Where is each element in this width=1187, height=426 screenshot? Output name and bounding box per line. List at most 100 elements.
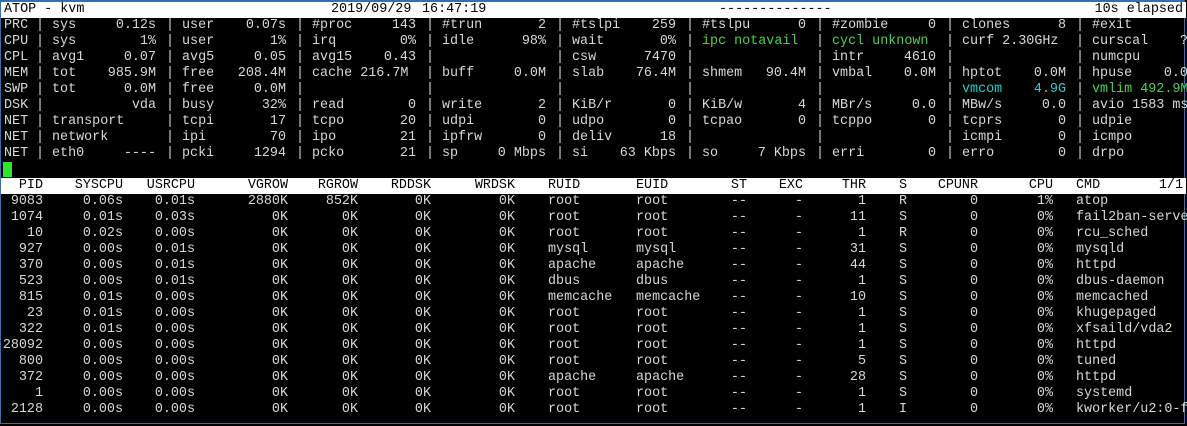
row-label: CPU (4, 34, 29, 49)
cell-rgrow: 0K (341, 306, 358, 321)
cell-pid: 2128 (10, 402, 43, 417)
stat-value: 20 (399, 114, 416, 129)
stat-value: 0.05 (253, 50, 286, 65)
cell-exc: - (794, 274, 803, 289)
stat-value: 4.9G (1033, 82, 1066, 97)
process-row[interactable]: 2128 0.00s 0.00s 0K 0K 0K 0K root root -- -1 I 0 0% kw… (1, 402, 1187, 418)
stat-value: ---- (123, 146, 156, 161)
cell-cpu: 0% (1036, 386, 1053, 401)
stat-cell: | irq 0% (296, 34, 426, 50)
stat-cell: | ipi 70 (166, 130, 296, 146)
stat-cell: | udpo 0 (556, 114, 686, 130)
stat-value: 0% (659, 34, 676, 49)
column-header-exc: EXC (778, 178, 803, 193)
process-row[interactable]: 927 0.00s 0.01s 0K 0K 0K 0K mysql mysql -- -31 S 0 0%… (1, 242, 1186, 258)
cell-wrdsk: 0K (498, 338, 515, 353)
column-header-cpu: CPU (1028, 178, 1053, 193)
process-row[interactable]: 800 0.00s 0.00s 0K 0K 0K 0K root root -- -5 S 0 0% tun… (1, 354, 1186, 370)
stat-name: write (442, 98, 483, 113)
stat-cell: | erri 0 (816, 146, 946, 162)
stat-value: 0 (537, 130, 546, 145)
stat-cell: | (426, 82, 556, 98)
stat-name: curf 2.30GHz (962, 34, 1059, 49)
process-row[interactable]: 523 0.00s 0.01s 0K 0K 0K 0K dbus dbus -- -1 S 0 0% dbu… (1, 274, 1186, 290)
stat-cell: | (816, 82, 946, 98)
cell-s: R (899, 226, 908, 241)
stat-value: 0.0M (123, 82, 156, 97)
cell-rgrow: 852K (325, 194, 358, 209)
stat-name: KiB/r (572, 98, 613, 113)
stat-cell: | write 2 (426, 98, 556, 114)
separator: | (166, 18, 175, 33)
cell-s: S (899, 274, 908, 289)
process-row[interactable]: 28092 0.00s 0.00s 0K 0K 0K 0K root root -- -1 S 0 0% h… (1, 338, 1186, 354)
process-row[interactable]: 1 0.00s 0.00s 0K 0K 0K 0K root root -- -1 S 0 0% syste… (1, 386, 1186, 402)
stat-name: #zombie (832, 18, 889, 33)
separator: | (686, 34, 695, 49)
cell-wrdsk: 0K (498, 354, 515, 369)
process-row[interactable]: 370 0.00s 0.01s 0K 0K 0K 0K apache apache -- -44 S 0… (1, 258, 1186, 274)
stat-name: vmlim 492.9M (1092, 82, 1187, 97)
stat-cell: | cache 216.7M (296, 66, 426, 82)
stat-name: numcpu (1092, 50, 1141, 65)
cell-cpu: 0% (1036, 274, 1053, 289)
cell-vgrow: 0K (271, 322, 288, 337)
stat-cell: | (686, 82, 816, 98)
stat-value: 0.0 (911, 98, 936, 113)
stat-name: tcprs (962, 114, 1003, 129)
stat-name: tot (52, 66, 77, 81)
process-row[interactable]: 9083 0.06s 0.01s 2880K 852K 0K 0K root root -- -1 R… (1, 194, 1186, 210)
cell-exc: - (794, 386, 803, 401)
stat-cell: | ipfrw 0 (426, 130, 556, 146)
cell-syscpu: 0.02s (82, 226, 123, 241)
separator: | (166, 34, 175, 49)
separator: | (946, 66, 955, 81)
stat-name: sp (442, 146, 459, 161)
separator: | (296, 146, 305, 161)
system-row-mem: MEM | tot 985.9M | free 208.4M | cache 216.7M | bu… (4, 66, 1187, 82)
process-row[interactable]: 1074 0.01s 0.03s 0K 0K 0K 0K root root -- -11 S 0 0% f… (1, 210, 1187, 226)
process-row[interactable]: 815 0.01s 0.00s 0K 0K 0K 0K memcache memcache -- -… (1, 290, 1186, 306)
cell-exc: - (794, 322, 803, 337)
cell-usrcpu: 0.00s (154, 402, 195, 417)
cell-syscpu: 0.06s (82, 194, 123, 209)
stat-cell: | #trun 2 (426, 18, 556, 34)
process-row[interactable]: 372 0.00s 0.00s 0K 0K 0K 0K apache apache -- -28 S 0… (1, 370, 1186, 386)
column-header-thr: THR (841, 178, 866, 193)
stat-cell: | wait 0% (556, 34, 686, 50)
stat-cell: | network (36, 130, 166, 146)
stat-name: avg1 (52, 50, 85, 65)
stat-name: erro (962, 146, 995, 161)
cell-cpunr: 0 (969, 194, 978, 209)
stat-name: MBw/s (962, 98, 1003, 113)
process-row[interactable]: 322 0.01s 0.00s 0K 0K 0K 0K root root -- -1 S 0 0% xfs… (1, 322, 1186, 338)
cell-cmd: rcu_sched (1076, 226, 1149, 241)
cell-cpu: 0% (1036, 322, 1053, 337)
column-header-s: S (899, 178, 908, 193)
stat-name: udpo (572, 114, 605, 129)
stat-value: 0 (927, 114, 936, 129)
stat-value: 1% (139, 34, 156, 49)
cell-rgrow: 0K (341, 242, 358, 257)
stat-value: vda (131, 98, 156, 113)
cell-rddsk: 0K (414, 242, 431, 257)
stat-name: clones (962, 18, 1011, 33)
cell-syscpu: 0.00s (82, 402, 123, 417)
cell-rgrow: 0K (341, 274, 358, 289)
cell-rddsk: 0K (414, 290, 431, 305)
process-row[interactable]: 10 0.02s 0.00s 0K 0K 0K 0K root root -- -1 R 0 0% rcu_… (1, 226, 1186, 242)
cell-ruid: memcache (548, 290, 613, 305)
cell-syscpu: 0.01s (82, 290, 123, 305)
stat-cell: | user 1% (166, 34, 296, 50)
cell-s: S (899, 338, 908, 353)
stat-cell: | (946, 50, 1076, 66)
cell-usrcpu: 0.00s (154, 306, 195, 321)
stat-value: 0.0M (513, 66, 546, 81)
cell-st: -- (730, 322, 747, 337)
cell-st: -- (730, 306, 747, 321)
stat-name: transport (52, 114, 125, 129)
separator: | (296, 66, 305, 81)
cell-rddsk: 0K (414, 210, 431, 225)
process-row[interactable]: 23 0.01s 0.00s 0K 0K 0K 0K root root -- -1 S 0 0% khug… (1, 306, 1186, 322)
cell-euid: root (636, 306, 669, 321)
